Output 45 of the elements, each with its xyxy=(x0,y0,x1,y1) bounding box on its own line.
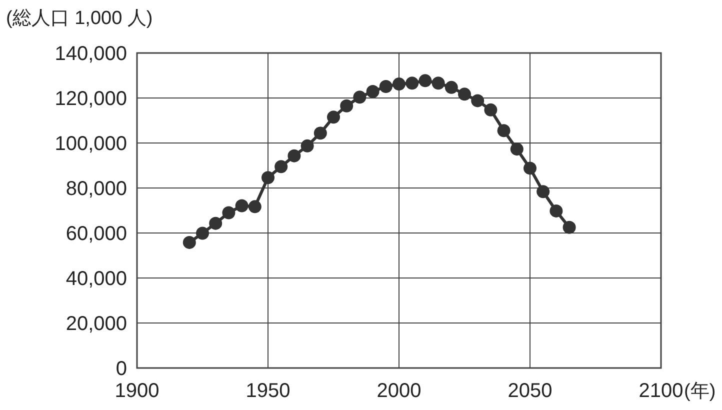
x-tick-label: 2050 xyxy=(508,380,552,402)
y-tick-label: 20,000 xyxy=(66,313,127,335)
point xyxy=(444,80,458,94)
point xyxy=(497,124,510,138)
point xyxy=(209,216,222,230)
point xyxy=(274,160,288,174)
point xyxy=(222,206,236,220)
point xyxy=(288,149,301,162)
point xyxy=(471,94,484,108)
point xyxy=(418,74,432,88)
y-axis-title: (総人口 1,000 人) xyxy=(6,8,153,29)
point xyxy=(510,142,524,156)
point xyxy=(196,226,209,240)
x-tick-label: 2100 xyxy=(638,380,684,402)
point xyxy=(235,199,248,212)
point xyxy=(406,76,419,90)
point xyxy=(300,139,314,152)
y-tick-label: 100,000 xyxy=(54,133,127,155)
y-tick-label: 0 xyxy=(116,358,127,380)
y-tick-label: 40,000 xyxy=(66,268,127,290)
point xyxy=(458,88,471,101)
point xyxy=(484,103,498,116)
point xyxy=(248,200,262,214)
point xyxy=(550,204,563,218)
x-tick-label: 1900 xyxy=(114,380,160,402)
point xyxy=(524,162,536,175)
point xyxy=(392,78,406,91)
point xyxy=(562,220,576,234)
point xyxy=(327,110,340,124)
point xyxy=(182,236,196,249)
point xyxy=(353,90,366,104)
point xyxy=(314,126,327,140)
x-tick-label: 2000 xyxy=(376,380,422,402)
x-axis-title: (年) xyxy=(684,381,716,402)
point xyxy=(432,76,445,90)
point xyxy=(536,185,550,198)
y-tick-label: 120,000 xyxy=(54,88,127,110)
x-tick-label: 1950 xyxy=(246,380,290,402)
point xyxy=(340,99,354,112)
y-tick-label: 60,000 xyxy=(66,223,127,245)
y-tick-label: 140,000 xyxy=(54,43,127,65)
point xyxy=(379,80,392,94)
point xyxy=(262,171,274,184)
point xyxy=(366,84,380,98)
y-tick-label: 80,000 xyxy=(66,178,127,200)
